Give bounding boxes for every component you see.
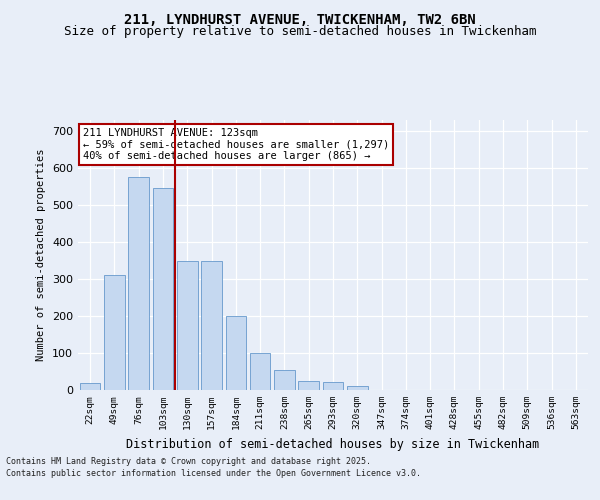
Bar — [128, 178, 149, 390]
Y-axis label: Number of semi-detached properties: Number of semi-detached properties — [37, 149, 46, 361]
Bar — [80, 382, 100, 390]
Text: 211, LYNDHURST AVENUE, TWICKENHAM, TW2 6BN: 211, LYNDHURST AVENUE, TWICKENHAM, TW2 6… — [124, 12, 476, 26]
Bar — [250, 353, 271, 390]
Bar — [323, 382, 343, 390]
Bar — [177, 260, 197, 390]
X-axis label: Distribution of semi-detached houses by size in Twickenham: Distribution of semi-detached houses by … — [127, 438, 539, 450]
Bar — [104, 276, 125, 390]
Bar — [298, 381, 319, 390]
Bar — [347, 386, 368, 390]
Text: Contains HM Land Registry data © Crown copyright and database right 2025.: Contains HM Land Registry data © Crown c… — [6, 458, 371, 466]
Bar — [152, 188, 173, 390]
Bar — [274, 370, 295, 390]
Text: Size of property relative to semi-detached houses in Twickenham: Size of property relative to semi-detach… — [64, 25, 536, 38]
Bar — [201, 260, 222, 390]
Text: Contains public sector information licensed under the Open Government Licence v3: Contains public sector information licen… — [6, 469, 421, 478]
Bar — [226, 316, 246, 390]
Text: 211 LYNDHURST AVENUE: 123sqm
← 59% of semi-detached houses are smaller (1,297)
4: 211 LYNDHURST AVENUE: 123sqm ← 59% of se… — [83, 128, 389, 162]
